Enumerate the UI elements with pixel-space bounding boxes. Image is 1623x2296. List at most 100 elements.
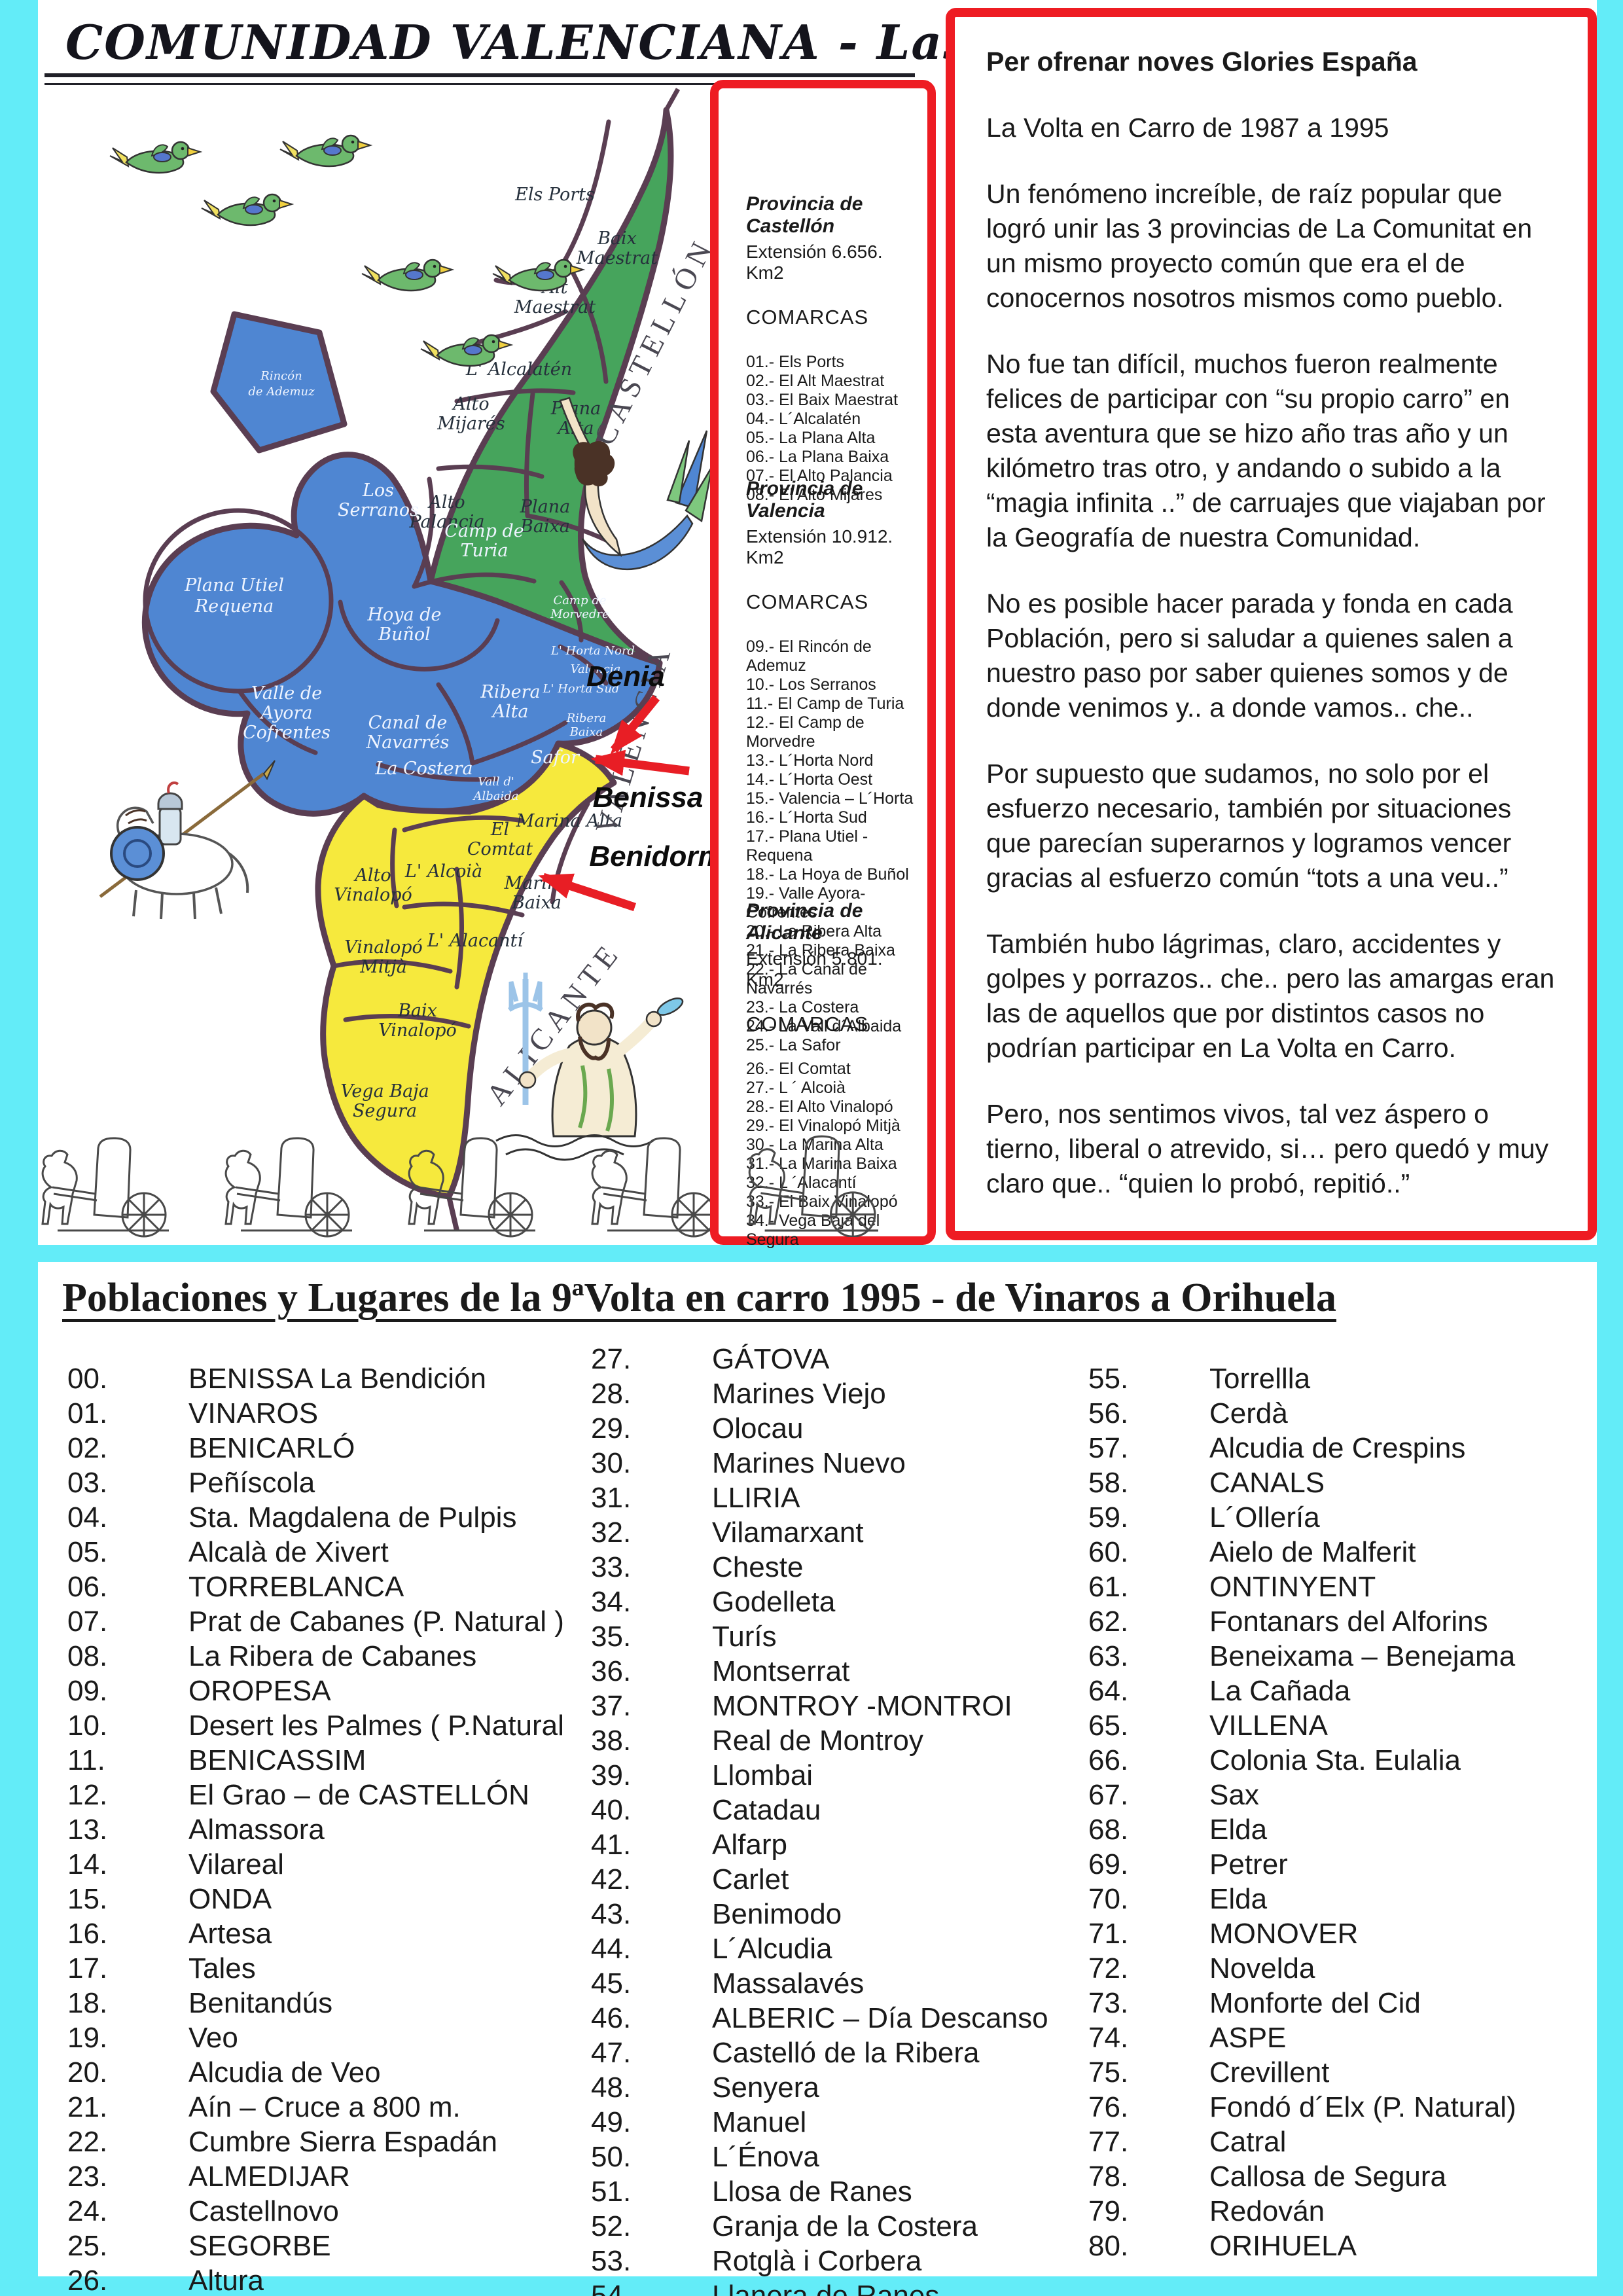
poblacion-row: 04. Sta. Magdalena de Pulpis — [67, 1500, 564, 1535]
comarca-item: 01.- Els Ports — [746, 353, 845, 371]
poblacion-name: Llosa de Ranes — [712, 2175, 912, 2208]
comarca-item: 03.- El Baix Maestrat — [746, 391, 899, 409]
poblacion-number: 02. — [67, 1431, 108, 1464]
poblacion-name: L´Énova — [712, 2140, 819, 2173]
page-title: COMUNIDAD VALENCIANA - Las Comarcas — [65, 14, 1259, 70]
poblacion-number: 68. — [1088, 1813, 1129, 1846]
neptune-icon — [495, 973, 684, 1161]
province-title: Provincia de Castellón — [746, 193, 863, 237]
poblacion-name: VINAROS — [188, 1397, 319, 1429]
poblacion-row: 54. Llanera de Ranes — [591, 2278, 1048, 2296]
poblacion-number: 78. — [1088, 2160, 1129, 2193]
poblacion-name: ONTINYENT — [1209, 1570, 1376, 1603]
poblacion-number: 48. — [591, 2071, 632, 2104]
poblacion-number: 13. — [67, 1813, 108, 1846]
coastline — [664, 88, 681, 111]
poblacion-row: 00. BENISSA La Bendición — [67, 1361, 564, 1396]
poblacion-row: 11. BENICASSIM — [67, 1743, 564, 1778]
poblacion-row: 75. Crevillent — [1088, 2055, 1516, 2090]
poblacion-row: 78. Callosa de Segura — [1088, 2159, 1516, 2194]
panel-paragraph: Pero, nos sentimos vivos, tal vez áspero… — [986, 1099, 1549, 1198]
comarca-item: 25.- La Safor — [746, 1036, 841, 1054]
poblaciones-column-1: 00. BENISSA La Bendición 01. VINAROS 02.… — [67, 1342, 564, 2296]
poblacion-row: 16. Artesa — [67, 1916, 564, 1951]
poblacion-name: Veo — [188, 2021, 238, 2054]
poblacion-number: 12. — [67, 1778, 108, 1811]
poblacion-name: GÁTOVA — [712, 1342, 830, 1375]
poblacion-row: 57. Alcudia de Crespins — [1088, 1431, 1516, 1465]
map-label-marina-alta: Marina Alta — [516, 811, 622, 831]
poblacion-number: 07. — [67, 1605, 108, 1638]
poblacion-name: Petrer — [1209, 1848, 1288, 1880]
poblacion-number: 72. — [1088, 1952, 1129, 1984]
map-label-rincon-ademuz: Rincón de Ademuz — [248, 369, 315, 399]
poblacion-name: Rotglà i Corbera — [712, 2244, 922, 2277]
panel-paragraph: Por supuesto que sudamos, no solo por el… — [986, 759, 1512, 893]
poblacion-number: 70. — [1088, 1882, 1129, 1915]
left-border-strip — [0, 0, 38, 2296]
route-arrows: Denia Benissa Benidorm — [538, 660, 724, 912]
map-label-vinalopo-mitja: Vinalopó Mitjà — [344, 937, 423, 977]
poblacion-number: 56. — [1088, 1397, 1129, 1429]
poblacion-number: 79. — [1088, 2195, 1129, 2227]
poblacion-name: L´Alcudia — [712, 1932, 832, 1965]
poblacion-row: 37. MONTROY -MONTROI — [591, 1689, 1048, 1723]
poblacion-number: 74. — [1088, 2021, 1129, 2054]
poblacion-row: 24. Castellnovo — [67, 2194, 564, 2229]
poblacion-number: 17. — [67, 1952, 108, 1984]
poblaciones-column-3: 55. Torrellla 56. Cerdà 57. Alcudia de C… — [1088, 1342, 1516, 2263]
poblacion-number: 77. — [1088, 2125, 1129, 2158]
poblacion-number: 71. — [1088, 1917, 1129, 1950]
comarca-item: 31.- La Marina Baixa — [746, 1155, 897, 1173]
province-extension: Extensión 10.912. Km2 — [746, 526, 893, 567]
valencia-region-blue — [141, 452, 663, 817]
province-title: Provincia de Alicante — [746, 900, 863, 944]
poblacion-number: 30. — [591, 1446, 632, 1479]
poblacion-number: 38. — [591, 1724, 632, 1757]
poblacion-row: 58. CANALS — [1088, 1465, 1516, 1500]
poblacion-number: 20. — [67, 2056, 108, 2089]
poblacion-number: 22. — [67, 2125, 108, 2158]
poblacion-row: 79. Redován — [1088, 2194, 1516, 2229]
poblacion-number: 41. — [591, 1828, 632, 1861]
map-label-horta-nord: L' Horta Nord — [550, 644, 635, 658]
poblacion-row: 71. MONOVER — [1088, 1916, 1516, 1951]
map-label-benissa: Benissa — [593, 781, 704, 814]
poblacion-row: 17. Tales — [67, 1951, 564, 1986]
comarca-item: 27.- L ´ Alcoià — [746, 1079, 846, 1097]
comarca-item: 08.- El Alto Mijares — [746, 486, 883, 504]
poblacion-number: 11. — [67, 1744, 105, 1776]
poblacion-number: 55. — [1088, 1362, 1129, 1395]
poblacion-number: 27. — [591, 1342, 632, 1375]
poblacion-name: Fondó d´Elx (P. Natural) — [1209, 2090, 1516, 2123]
poblacion-row: 21. Aín – Cruce a 800 m. — [67, 2090, 564, 2125]
poblacion-number: 36. — [591, 1655, 632, 1687]
poblacion-row: 68. Elda — [1088, 1812, 1516, 1847]
comarca-item: 15.- Valencia – L´Horta — [746, 789, 914, 808]
poblacion-name: Elda — [1209, 1813, 1268, 1846]
map-label-hoya-de-bunol: Hoya de Buñol — [367, 605, 442, 645]
province-extension: Extensión 6.656. Km2 — [746, 242, 883, 283]
map-label-vall-albaida: Vall d' Albaida — [472, 775, 518, 803]
comarca-item: 11.- El Camp de Turia — [746, 694, 904, 713]
map-label-valencia-city: Valencia — [571, 662, 621, 676]
poblacion-number: 50. — [591, 2140, 632, 2173]
poblacion-number: 33. — [591, 1551, 632, 1583]
poblacion-name: Alfarp — [712, 1828, 787, 1861]
panel-heading: Per ofrenar noves Glories España — [986, 46, 1418, 77]
poblacion-name: El Grao – de CASTELLÓN — [188, 1778, 529, 1811]
poblacion-row: 60. Aielo de Malferit — [1088, 1535, 1516, 1570]
map-label-ribera-alta: Ribera Alta — [480, 682, 540, 722]
poblacion-row: 53. Rotglà i Corbera — [591, 2244, 1048, 2278]
middle-divider-strip — [0, 1245, 1623, 1262]
map-label-alacanti: L' Alacantí — [427, 931, 526, 951]
comarcas-subheading: COMARCAS — [746, 590, 869, 613]
poblacion-name: Benimodo — [712, 1897, 842, 1930]
comarca-item: 18.- La Hoya de Buñol — [746, 865, 909, 884]
poblacion-number: 05. — [67, 1535, 108, 1568]
poblacion-row: 70. Elda — [1088, 1882, 1516, 1916]
comarca-item: 23.- La Costera — [746, 998, 859, 1016]
province-section-valencia: Provincia de Valencia Extensión 10.912. … — [746, 478, 918, 1055]
poblacion-row: 48. Senyera — [591, 2070, 1048, 2105]
